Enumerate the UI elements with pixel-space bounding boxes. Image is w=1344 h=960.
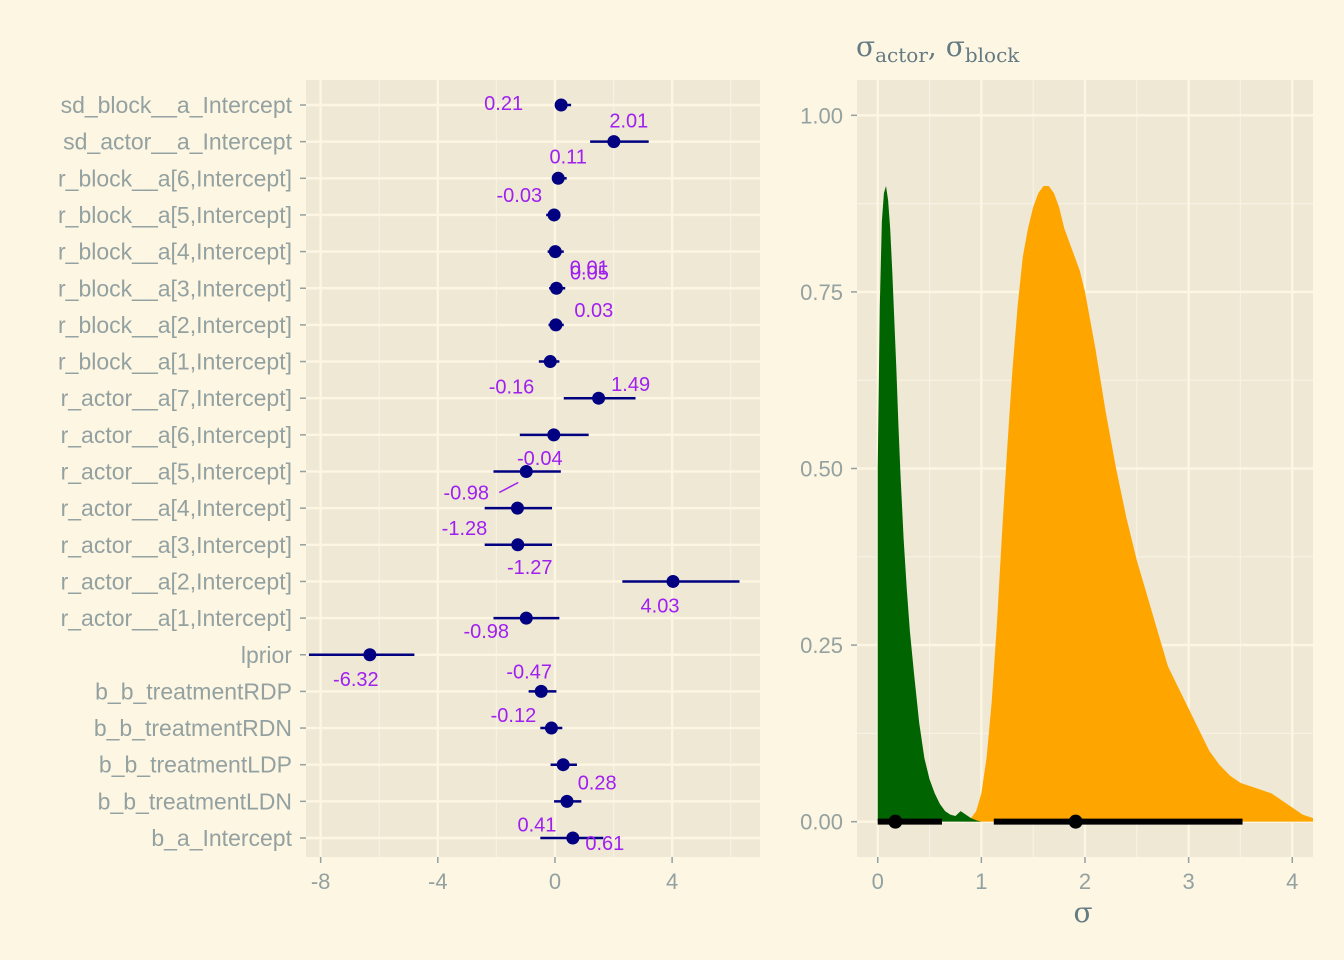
category-label: sd_actor__a_Intercept [63,129,292,155]
left-marks: 0.21 2.01 0.11 -0.03 0.010.05 0.03 -0.16 1.49 -0… [308,93,740,855]
right-y-tick-label: 1.00 [800,103,843,128]
interval-plot-panel: 0.21 2.01 0.11 -0.03 0.010.05 0.03 -0.16 1.49 -0… [58,80,760,894]
value-label: 0.05 [570,262,609,284]
category-label: r_block__a[5,Intercept] [58,202,292,228]
estimate-point [534,684,548,698]
value-label: -6.32 [333,669,379,691]
estimate-point [519,465,533,478]
estimate-point [519,611,533,625]
density-point-estimate [1068,814,1083,829]
value-label: -0.47 [506,661,552,683]
value-label: -0.98 [443,483,489,505]
category-label: r_actor__a[3,Intercept] [61,532,292,558]
category-label: b_b_treatmentRDP [95,678,292,704]
estimate-point [511,538,525,552]
category-label: r_block__a[6,Intercept] [58,165,292,191]
estimate-point [560,794,574,808]
category-label: r_actor__a[4,Intercept] [61,495,292,521]
category-label: r_block__a[2,Intercept] [58,312,292,338]
estimate-point [666,574,680,588]
right-y-tick-label: 0.50 [800,457,843,482]
value-label: 0.01 [570,258,609,280]
value-label: 0.11 [549,146,586,168]
title-sub-block: block [965,43,1020,67]
estimate-point [607,135,621,149]
value-label: 2.01 [609,111,648,133]
category-label: b_b_treatmentLDP [99,752,292,778]
value-label: 0.61 [585,833,624,855]
category-label: r_block__a[1,Intercept] [58,349,292,375]
category-label: r_actor__a[5,Intercept] [61,459,292,485]
value-label: -1.27 [507,557,553,579]
right-x-tick-label: 1 [975,869,987,894]
category-label: r_actor__a[6,Intercept] [61,422,292,448]
category-label: b_b_treatmentRDN [94,715,292,741]
right-y-tick-label: 0.25 [800,633,843,658]
estimate-point [554,98,568,112]
estimate-point [556,758,570,772]
estimate-point [543,355,557,369]
value-label: 0.21 [484,93,523,115]
title-separator: , [928,30,946,63]
right-x-tick-label: 4 [1286,869,1298,894]
right-axis: 0 1 2 3 4 0.00 0.25 0.50 0.75 1.00 [800,103,1298,894]
value-label: 0.41 [518,814,557,836]
value-label: -0.98 [463,621,509,643]
category-label: r_block__a[4,Intercept] [58,239,292,265]
title-sigma-1: σ [856,30,875,63]
left-x-tick-label: 4 [666,869,678,894]
category-label: r_actor__a[2,Intercept] [61,568,292,594]
density-plot-panel: 0 1 2 3 40.000.250.500.751.00 σactor, σblock… [800,30,1313,929]
category-label: r_actor__a[1,Intercept] [61,605,292,631]
right-x-tick-label: 0 [872,869,884,894]
value-label: 0.28 [578,773,617,795]
left-x-tick-label: 0 [549,869,561,894]
estimate-point [363,648,377,662]
right-chart-title: σactor, σblock [856,30,1020,67]
title-sub-actor: actor [875,43,928,67]
estimate-point [592,391,606,405]
category-label: r_actor__a[7,Intercept] [61,385,292,411]
right-y-tick-label: 0.00 [800,810,843,835]
estimate-point [510,501,524,515]
category-label: sd_block__a_Intercept [61,92,293,118]
right-marks [877,185,1313,829]
value-label: -1.28 [442,518,488,540]
category-label: b_a_Intercept [151,825,292,851]
right-x-axis-title: σ [1073,896,1092,929]
actor-density-area [877,185,982,822]
value-label: -0.16 [489,377,535,399]
value-label: -0.04 [517,448,563,470]
category-label: lprior [241,642,292,668]
estimate-point [549,318,563,332]
value-label: -0.12 [491,705,537,727]
estimate-point [549,281,563,295]
estimate-point [544,721,558,735]
right-y-tick-label: 0.75 [800,280,843,305]
title-sigma-2: σ [946,30,965,63]
value-label: 4.03 [641,595,680,617]
left-axis: -8 -4 0 4 sd_block__a_Intercept sd_actor__a_I… [58,92,678,894]
value-label: 0.03 [574,300,613,322]
left-x-tick-label: -8 [311,869,331,894]
estimate-point [547,208,561,222]
block-density-area [965,185,1313,822]
category-label: r_block__a[3,Intercept] [58,275,292,301]
estimate-point [547,428,561,442]
right-x-tick-label: 2 [1079,869,1091,894]
left-gridlines [306,80,760,857]
left-x-tick-label: -4 [428,869,448,894]
estimate-point [566,831,580,845]
estimate-point [551,171,565,185]
label-connector [498,481,519,494]
value-label: -0.03 [496,185,542,207]
category-label: b_b_treatmentLDN [98,788,292,814]
estimate-point [548,245,562,259]
right-x-tick-label: 3 [1183,869,1195,894]
value-label: 1.49 [611,374,650,396]
density-point-estimate [888,814,903,829]
